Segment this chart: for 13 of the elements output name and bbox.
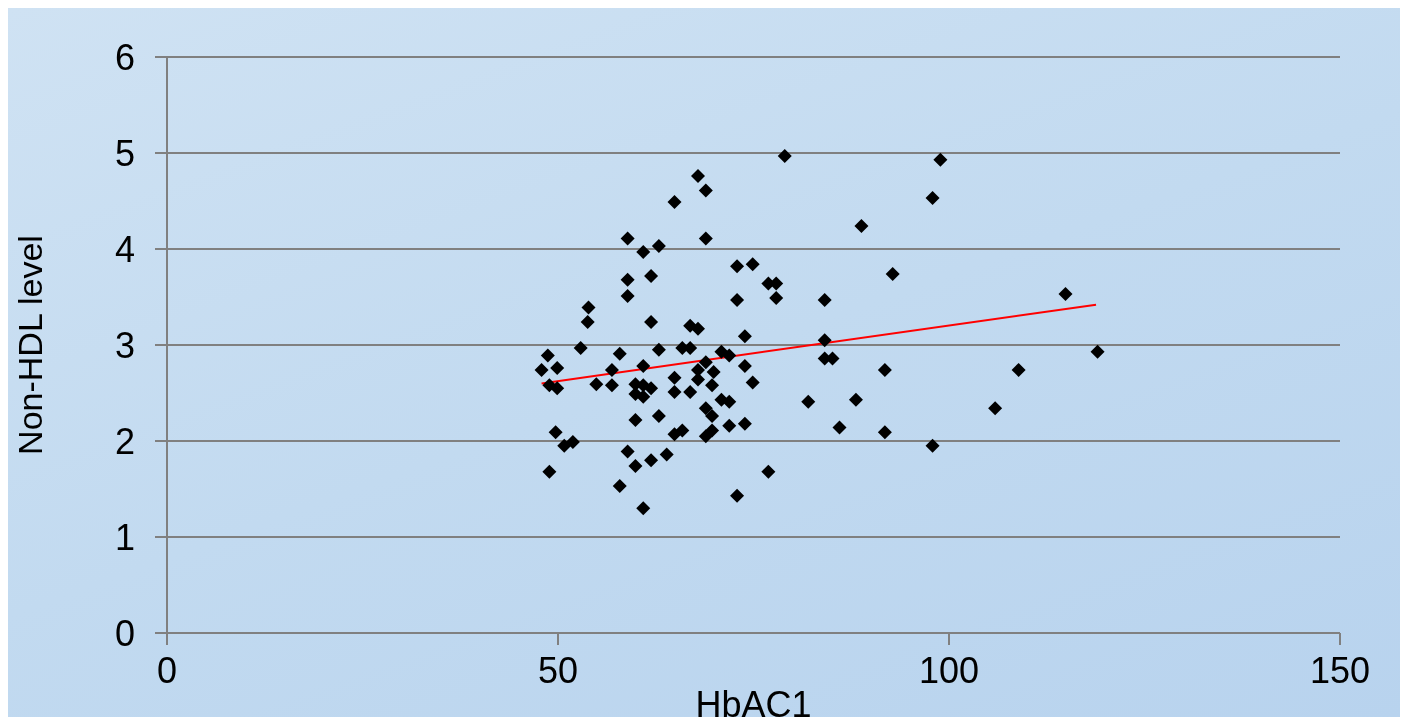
x-tick-label: 100 [918,649,980,691]
y-tick-label: 2 [114,420,135,462]
y-tick-label: 3 [114,324,135,366]
y-tick-label: 4 [114,228,135,270]
x-tick-label: 0 [156,649,178,691]
y-tick-label: 5 [114,132,135,174]
y-tick-label: 0 [114,612,135,654]
y-tick-label: 1 [114,516,135,558]
x-tick-label: 150 [1309,649,1371,691]
x-axis-title: HbAC1 [695,684,812,725]
y-tick-label: 6 [114,36,135,78]
x-tick-label: 50 [537,649,579,691]
y-axis-title: Non-HDL level [11,235,50,455]
